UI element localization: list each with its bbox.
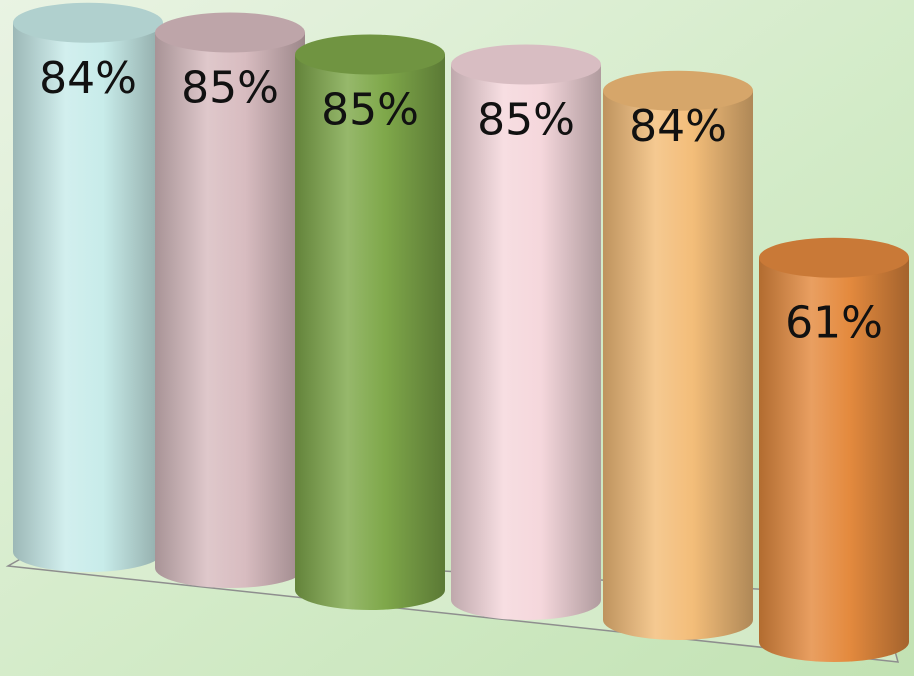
data-label-3: 85% [321, 85, 419, 136]
data-label-1: 84% [39, 53, 137, 104]
bar-body [295, 54, 445, 610]
bar-top [295, 34, 445, 75]
data-label-5: 84% [629, 101, 727, 152]
bar-top [155, 12, 305, 53]
bar-6 [759, 237, 909, 662]
bar-body [13, 22, 163, 573]
bar-4 [451, 44, 601, 620]
data-label-2: 85% [181, 63, 279, 114]
bar-1 [13, 2, 163, 573]
data-label-6: 61% [785, 298, 883, 349]
bar-2 [155, 12, 305, 588]
bar-body [759, 257, 909, 662]
bar-top [451, 44, 601, 85]
bar-body [155, 32, 305, 588]
bar-top [13, 2, 163, 43]
bar-series [13, 2, 909, 662]
bar-5 [603, 70, 753, 641]
data-labels: 84% 85% 85% 85% 84% 61% [39, 53, 883, 349]
bar-3 [295, 34, 445, 610]
data-label-4: 85% [477, 95, 575, 146]
bar-top [603, 70, 753, 111]
bar-body [603, 90, 753, 641]
bar-body [451, 64, 601, 620]
bar-top [759, 237, 909, 278]
